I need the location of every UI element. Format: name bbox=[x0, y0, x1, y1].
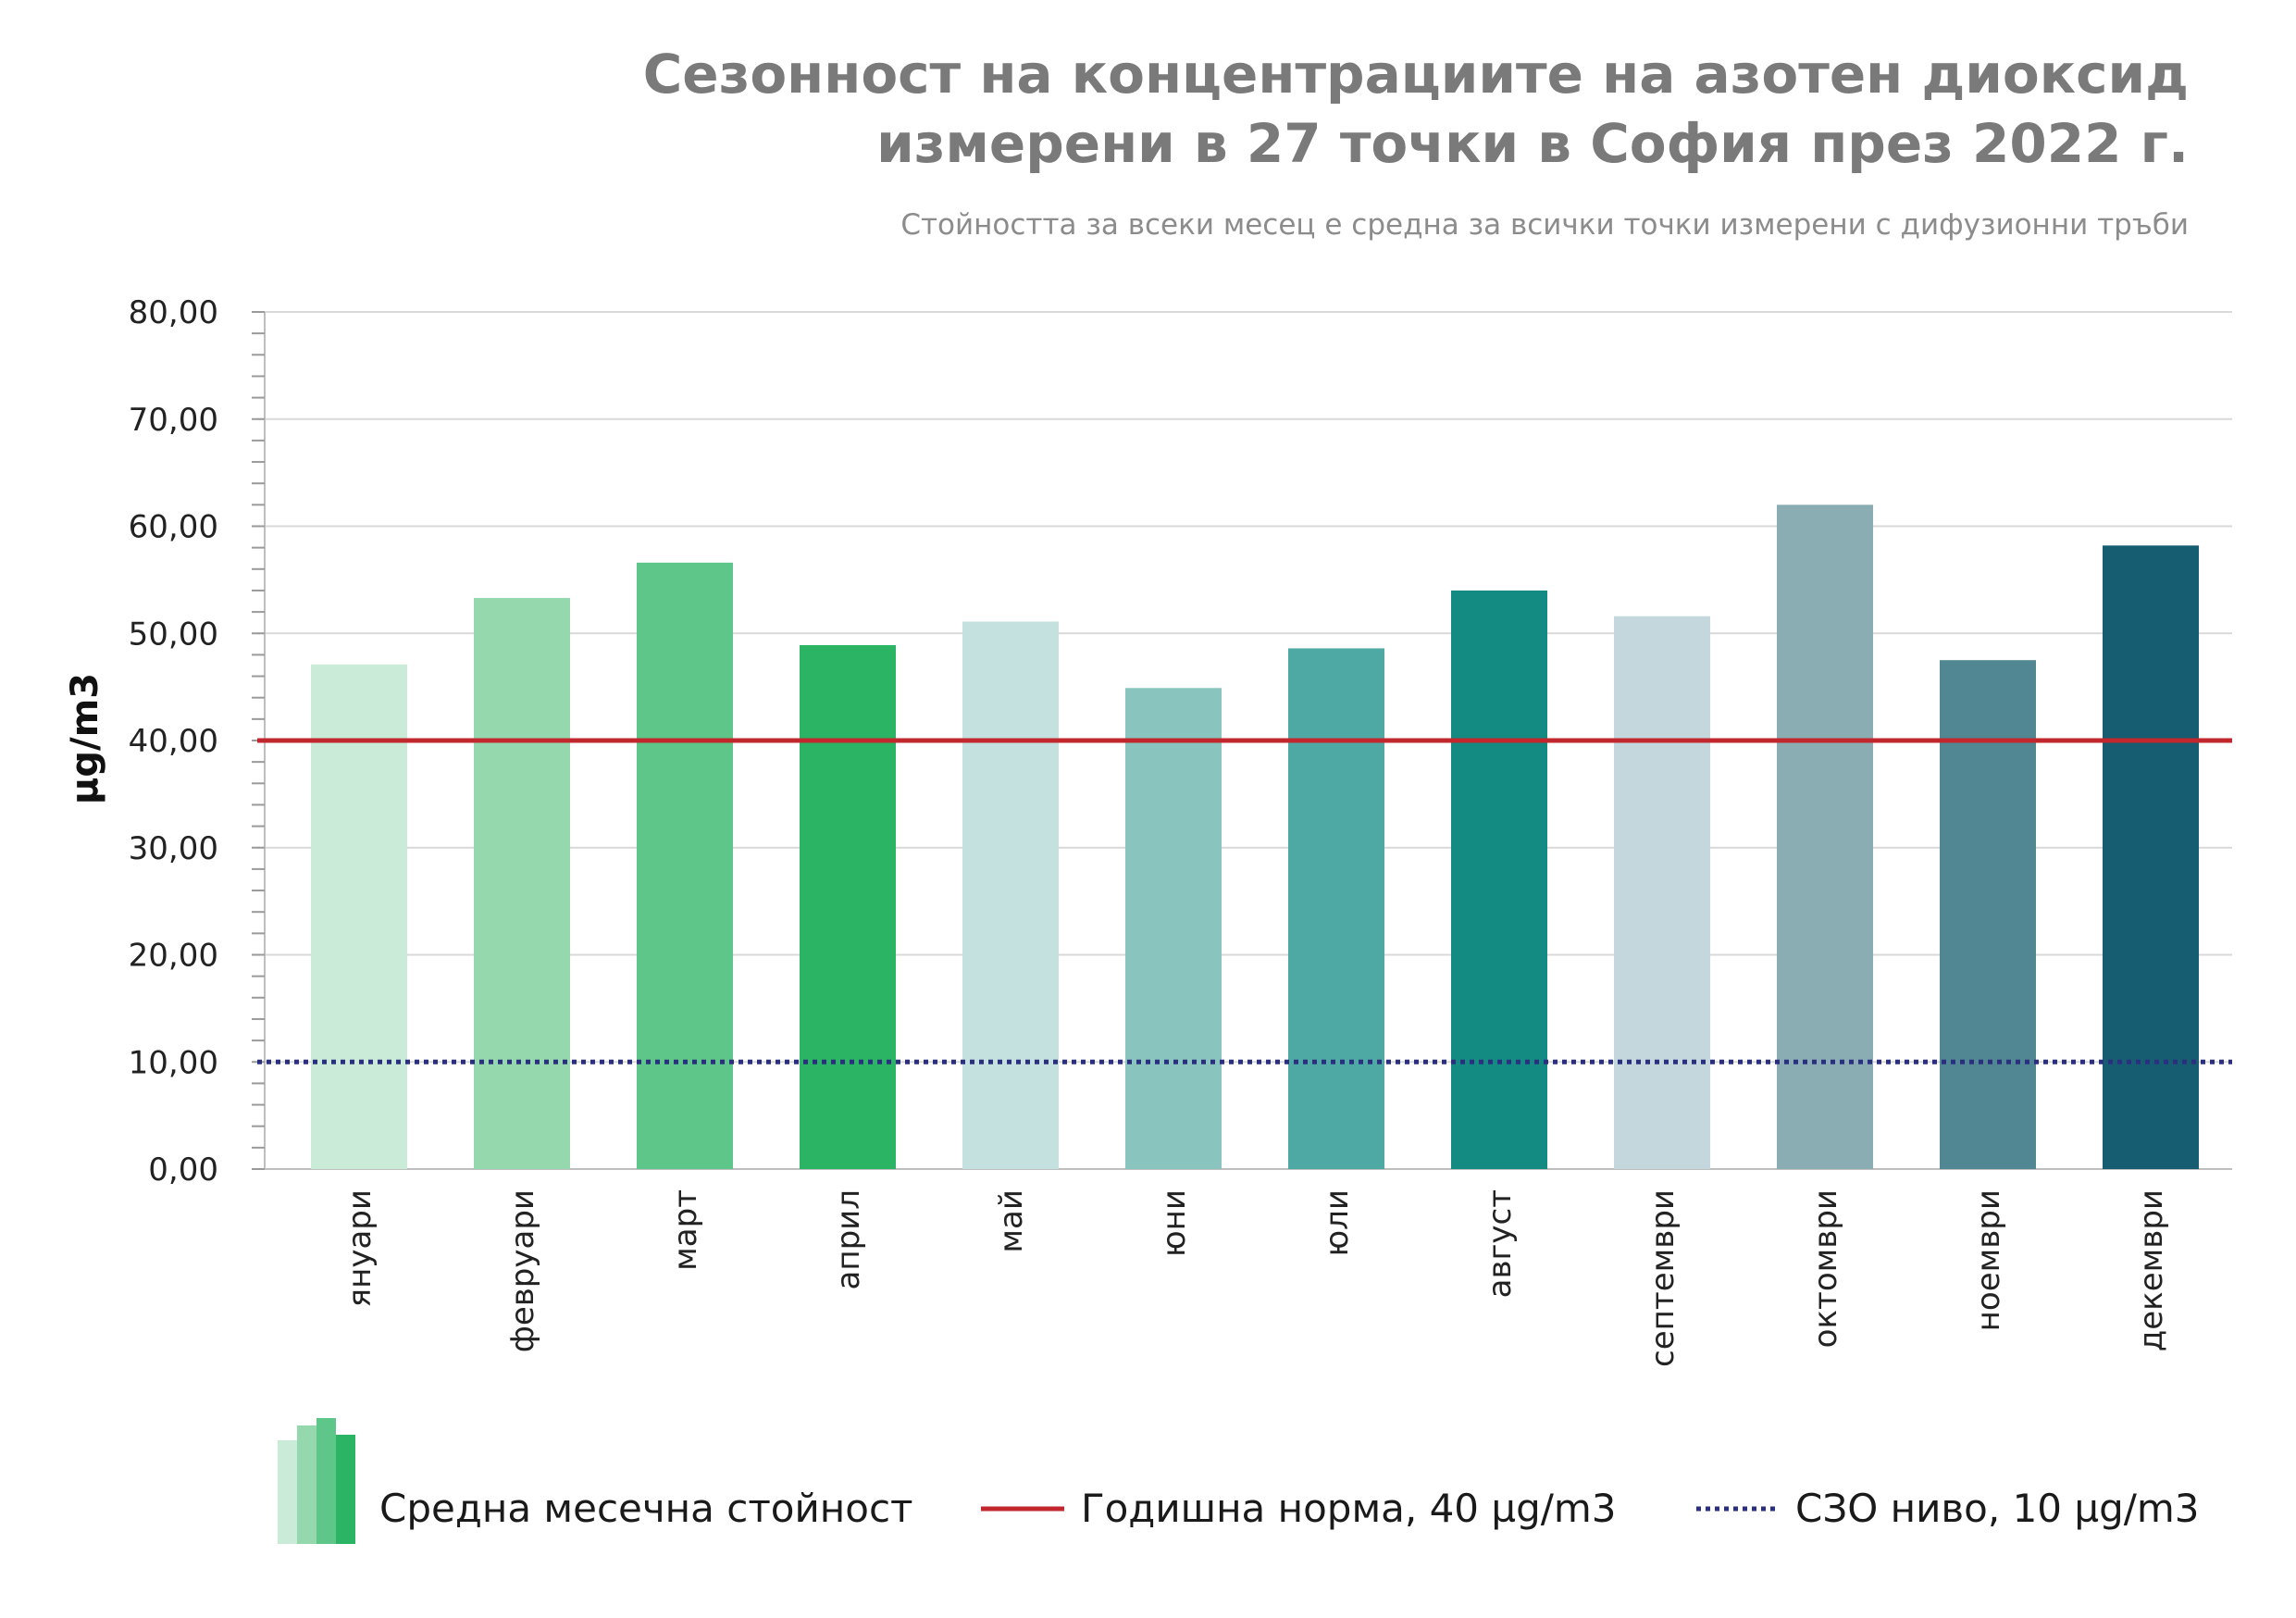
legend-icon-bar bbox=[316, 1418, 336, 1544]
legend-label-who-level: СЗО ниво, 10 µg/m3 bbox=[1795, 1486, 2200, 1531]
y-tick-label: 0,00 bbox=[148, 1151, 218, 1189]
y-tick-label: 60,00 bbox=[129, 509, 218, 546]
bar-2 bbox=[474, 598, 570, 1169]
legend-bars-icon bbox=[278, 1418, 355, 1544]
y-tick-label: 40,00 bbox=[129, 723, 218, 760]
bar-9 bbox=[1614, 616, 1710, 1169]
x-tick-label: март bbox=[667, 1189, 704, 1271]
y-tick-label: 20,00 bbox=[129, 938, 218, 975]
bar-10 bbox=[1777, 504, 1873, 1169]
legend-icon-bar bbox=[297, 1425, 316, 1544]
y-tick-label: 50,00 bbox=[129, 616, 218, 653]
x-tick-label: декември bbox=[2133, 1189, 2170, 1351]
bar-layer bbox=[311, 504, 2199, 1169]
x-tick-label: ноември bbox=[1970, 1189, 2007, 1331]
legend: Средна месечна стойност Годишна норма, 4… bbox=[278, 1418, 2200, 1544]
bar-7 bbox=[1288, 648, 1384, 1169]
y-tick-label: 70,00 bbox=[129, 402, 218, 439]
y-tick-label: 30,00 bbox=[129, 830, 218, 867]
y-axis-label: µg/m3 bbox=[64, 673, 106, 804]
bar-3 bbox=[637, 562, 733, 1169]
reference-lines bbox=[257, 738, 2232, 1064]
y-tick-label: 80,00 bbox=[129, 294, 218, 331]
chart-title-line-2: измерени в 27 точки в София през 2022 г. bbox=[876, 112, 2189, 175]
legend-icon-bar bbox=[336, 1435, 355, 1544]
x-tick-label: юни bbox=[1156, 1189, 1193, 1257]
x-tick-labels: януари февруари март април май юни юли август се… bbox=[341, 1189, 2170, 1367]
x-tick-label: август bbox=[1482, 1189, 1519, 1298]
legend-label-annual-norm: Годишна норма, 40 µg/m3 bbox=[1081, 1486, 1617, 1531]
x-tick-label: октомври bbox=[1807, 1189, 1844, 1348]
x-tick-label: януари bbox=[341, 1189, 379, 1307]
x-tick-label: април bbox=[830, 1189, 867, 1289]
legend-label-monthly-average: Средна месечна стойност bbox=[379, 1486, 913, 1531]
x-tick-label: септември bbox=[1644, 1189, 1682, 1367]
chart-title-line-1: Сезонност на концентрациите на азотен ди… bbox=[643, 43, 2189, 106]
bar-6 bbox=[1125, 688, 1222, 1169]
bar-4 bbox=[800, 644, 896, 1169]
bar-11 bbox=[1940, 660, 2036, 1169]
x-tick-label: май bbox=[993, 1189, 1030, 1253]
y-tick-labels: 0,00 10,00 20,00 30,00 40,00 50,00 60,00 70,00 8… bbox=[129, 294, 218, 1189]
bar-1 bbox=[311, 664, 407, 1169]
bar-12 bbox=[2103, 545, 2199, 1169]
y-tick-label: 10,00 bbox=[129, 1044, 218, 1081]
bar-5 bbox=[962, 621, 1059, 1169]
chart-subtitle: Стойността за всеки месец е средна за вс… bbox=[900, 208, 2189, 242]
x-tick-label: февруари bbox=[504, 1189, 541, 1352]
x-tick-label: юли bbox=[1319, 1189, 1356, 1256]
legend-icon-bar bbox=[278, 1440, 297, 1544]
bar-8 bbox=[1451, 590, 1547, 1169]
minor-ticks bbox=[252, 311, 265, 1170]
